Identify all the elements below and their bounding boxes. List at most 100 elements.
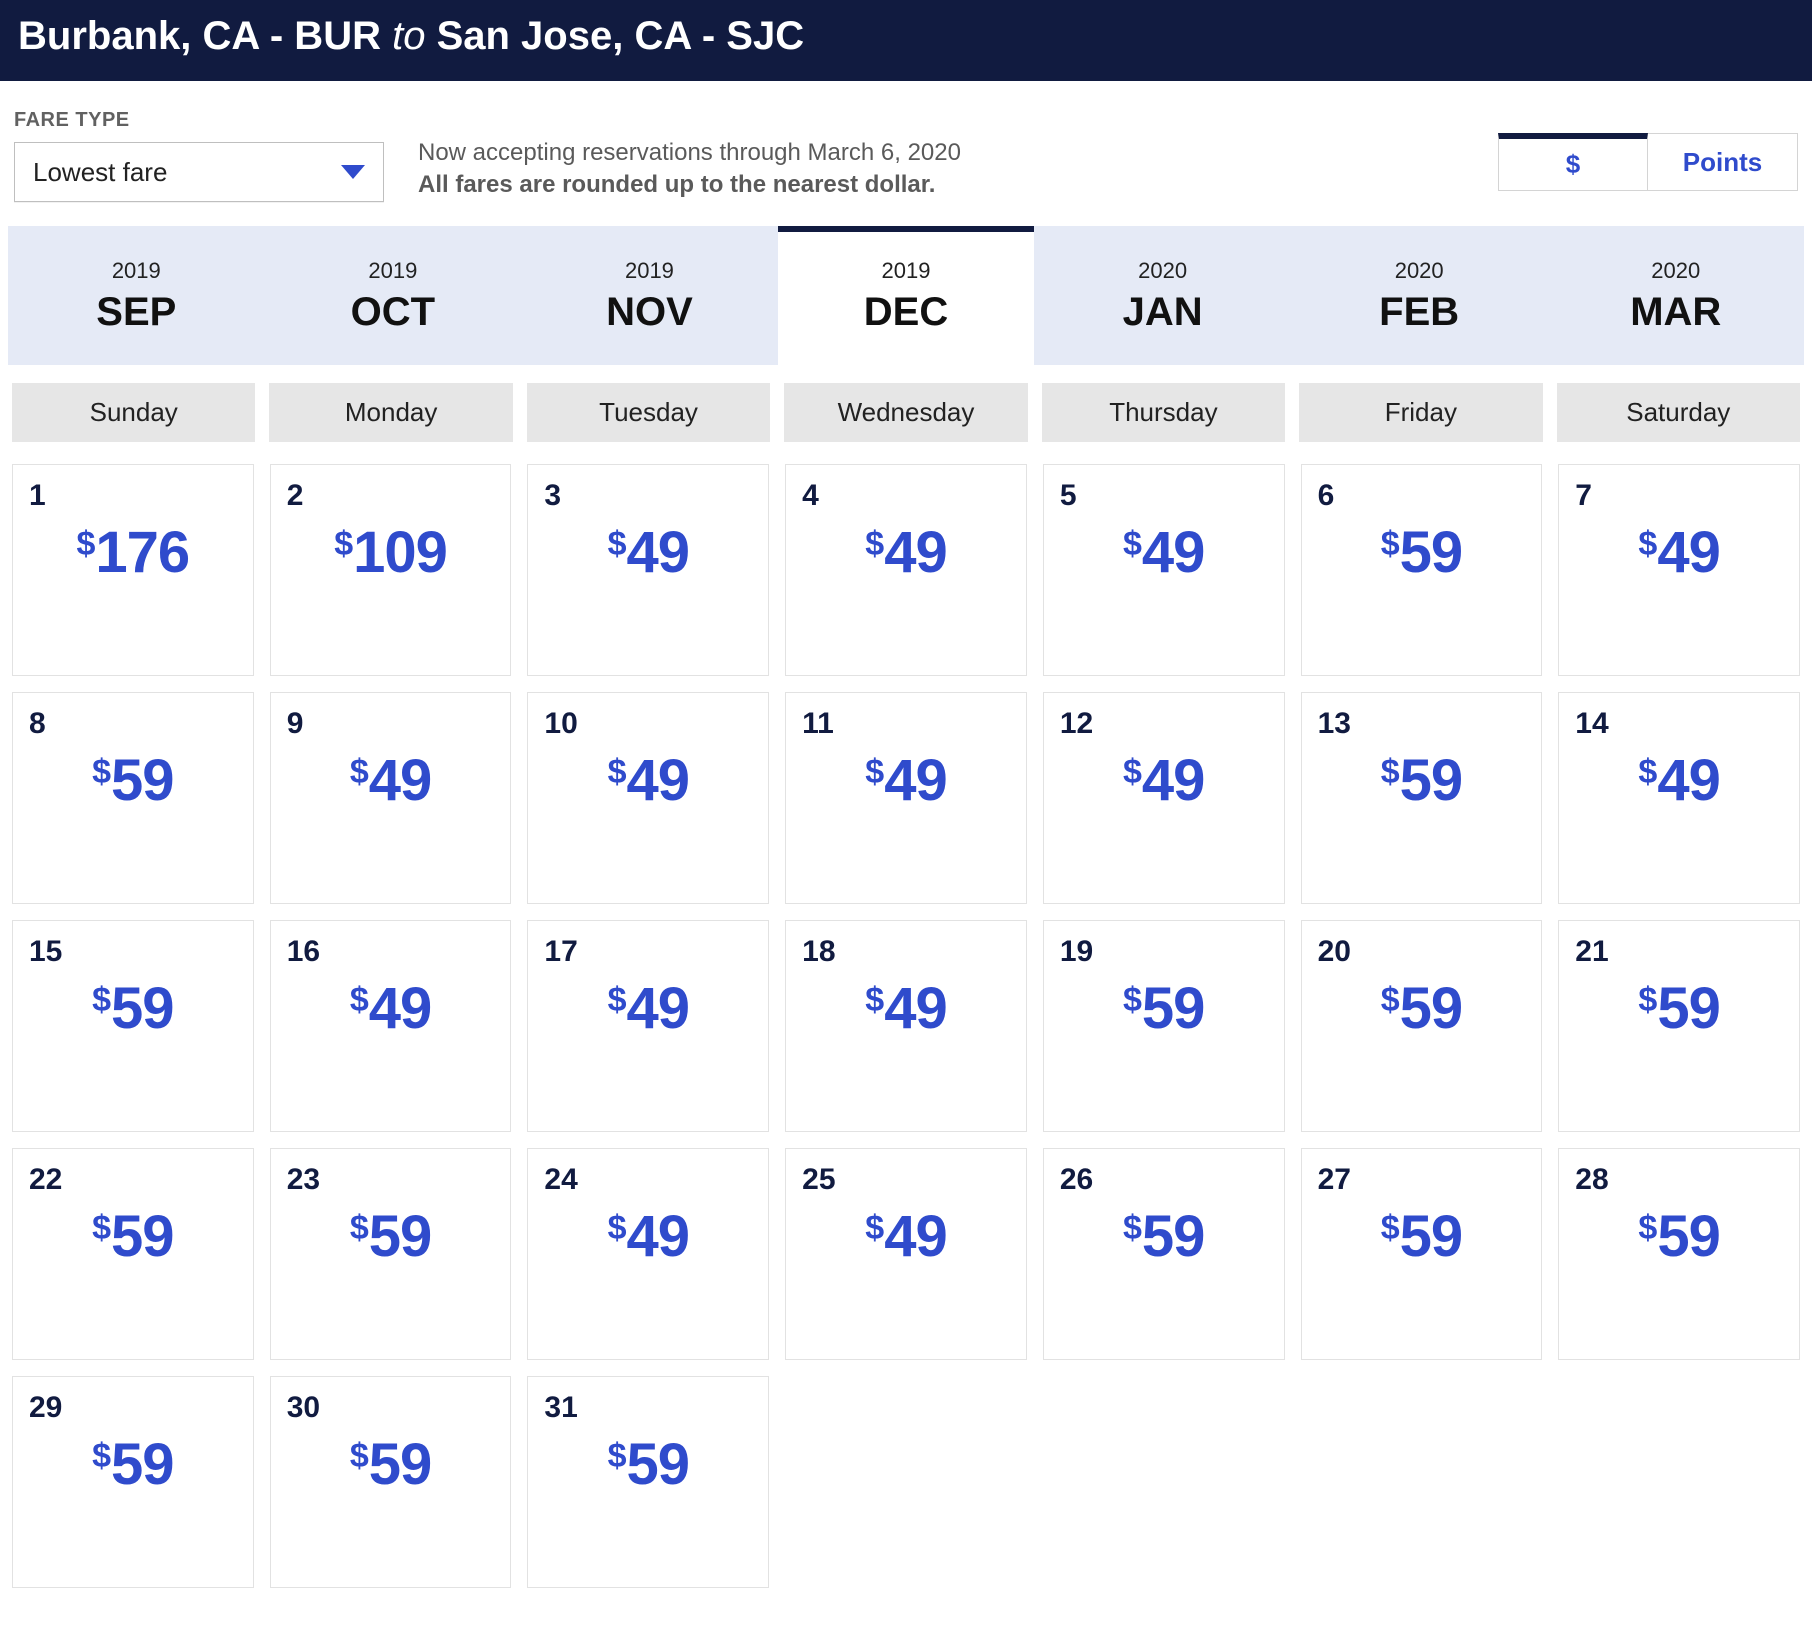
price-amount: 49 <box>626 976 689 1041</box>
day-price: $49 <box>544 519 752 586</box>
day-number: 8 <box>29 707 237 741</box>
day-number: 13 <box>1318 707 1526 741</box>
day-price: $59 <box>29 1431 237 1498</box>
day-cell[interactable]: 2$109 <box>270 464 512 676</box>
month-tab-mar[interactable]: 2020MAR <box>1547 226 1804 365</box>
day-price: $49 <box>1575 519 1783 586</box>
day-price: $59 <box>29 747 237 814</box>
day-number: 19 <box>1060 935 1268 969</box>
price-amount: 49 <box>884 520 947 585</box>
day-cell[interactable]: 8 $59 <box>12 692 254 904</box>
day-cell[interactable]: 25$49 <box>785 1148 1027 1360</box>
day-cell[interactable]: 31$59 <box>527 1376 769 1588</box>
day-cell[interactable]: 26$59 <box>1043 1148 1285 1360</box>
fare-type-block: FARE TYPE Lowest fare <box>14 109 384 202</box>
toggle-dollars[interactable]: $ <box>1498 133 1648 191</box>
dow-header: Monday <box>269 383 512 442</box>
route-from: Burbank, CA - BUR <box>18 14 381 58</box>
day-price: $49 <box>1575 747 1783 814</box>
month-tab-dec[interactable]: 2019DEC <box>778 226 1035 365</box>
day-price: $49 <box>1060 747 1268 814</box>
price-amount: 59 <box>626 1432 689 1497</box>
day-cell[interactable]: 1$176 <box>12 464 254 676</box>
day-cell[interactable]: 24$49 <box>527 1148 769 1360</box>
route-to-word: to <box>392 14 425 58</box>
month-tab-nov[interactable]: 2019NOV <box>521 226 778 365</box>
currency-symbol: $ <box>1381 525 1400 563</box>
day-number: 30 <box>287 1391 495 1425</box>
price-amount: 59 <box>1400 976 1463 1041</box>
route-header: Burbank, CA - BUR to San Jose, CA - SJC <box>0 0 1812 81</box>
price-amount: 59 <box>1400 1204 1463 1269</box>
currency-symbol: $ <box>865 753 884 791</box>
day-cell[interactable]: 27 $59 <box>1301 1148 1543 1360</box>
day-cell[interactable]: 10$49 <box>527 692 769 904</box>
notice-block: Now accepting reservations through March… <box>418 109 1464 202</box>
price-amount: 49 <box>626 520 689 585</box>
currency-symbol: $ <box>1381 1209 1400 1247</box>
price-amount: 59 <box>1400 520 1463 585</box>
day-cell-empty <box>785 1376 1027 1588</box>
day-cell[interactable]: 23$59 <box>270 1148 512 1360</box>
day-cell[interactable]: 13$59 <box>1301 692 1543 904</box>
day-price: $59 <box>1318 519 1526 586</box>
day-number: 10 <box>544 707 752 741</box>
day-price: $59 <box>544 1431 752 1498</box>
currency-symbol: $ <box>1123 525 1142 563</box>
fare-type-select[interactable]: Lowest fare <box>14 142 384 202</box>
toggle-points[interactable]: Points <box>1648 133 1798 191</box>
price-amount: 176 <box>95 520 189 585</box>
day-cell[interactable]: 3$49 <box>527 464 769 676</box>
day-cell[interactable]: 5$49 <box>1043 464 1285 676</box>
day-cell[interactable]: 18$49 <box>785 920 1027 1132</box>
month-tab-sep[interactable]: 2019SEP <box>8 226 265 365</box>
day-cell[interactable]: 4$49 <box>785 464 1027 676</box>
day-cell[interactable]: 7$49 <box>1558 464 1800 676</box>
day-cell[interactable]: 16$49 <box>270 920 512 1132</box>
day-number: 17 <box>544 935 752 969</box>
day-number: 24 <box>544 1163 752 1197</box>
month-tab-jan[interactable]: 2020JAN <box>1034 226 1291 365</box>
day-price: $59 <box>1060 975 1268 1042</box>
day-cell[interactable]: 12$49 <box>1043 692 1285 904</box>
day-cell[interactable]: 17 $49 <box>527 920 769 1132</box>
currency-symbol: $ <box>1638 525 1657 563</box>
currency-symbol: $ <box>1638 1209 1657 1247</box>
day-cell[interactable]: 19 $59 <box>1043 920 1285 1132</box>
month-tab-oct[interactable]: 2019OCT <box>265 226 522 365</box>
day-number: 15 <box>29 935 237 969</box>
day-price: $59 <box>1318 1203 1526 1270</box>
month-abbr: NOV <box>521 290 778 335</box>
price-amount: 59 <box>369 1204 432 1269</box>
day-number: 29 <box>29 1391 237 1425</box>
currency-symbol: $ <box>865 981 884 1019</box>
currency-symbol: $ <box>608 981 627 1019</box>
price-amount: 59 <box>1657 1204 1720 1269</box>
day-cell[interactable]: 28$59 <box>1558 1148 1800 1360</box>
day-cell[interactable]: 29$59 <box>12 1376 254 1588</box>
day-cell[interactable]: 9$49 <box>270 692 512 904</box>
day-cell[interactable]: 11$49 <box>785 692 1027 904</box>
day-number: 9 <box>287 707 495 741</box>
day-cell[interactable]: 15$59 <box>12 920 254 1132</box>
month-year: 2020 <box>1291 258 1548 284</box>
day-number: 18 <box>802 935 1010 969</box>
day-cell[interactable]: 6$59 <box>1301 464 1543 676</box>
price-amount: 49 <box>1142 748 1205 813</box>
day-cell[interactable]: 21$59 <box>1558 920 1800 1132</box>
month-abbr: MAR <box>1547 290 1804 335</box>
month-abbr: FEB <box>1291 290 1548 335</box>
currency-symbol: $ <box>350 1437 369 1475</box>
day-number: 4 <box>802 479 1010 513</box>
currency-symbol: $ <box>1381 981 1400 1019</box>
currency-symbol: $ <box>92 753 111 791</box>
price-amount: 59 <box>1142 976 1205 1041</box>
day-cell[interactable]: 14$49 <box>1558 692 1800 904</box>
day-cell[interactable]: 20$59 <box>1301 920 1543 1132</box>
day-number: 27 <box>1318 1163 1526 1197</box>
currency-symbol: $ <box>608 525 627 563</box>
month-tab-feb[interactable]: 2020 FEB <box>1291 226 1548 365</box>
day-cell[interactable]: 30$59 <box>270 1376 512 1588</box>
price-amount: 59 <box>1142 1204 1205 1269</box>
day-cell[interactable]: 22$59 <box>12 1148 254 1360</box>
